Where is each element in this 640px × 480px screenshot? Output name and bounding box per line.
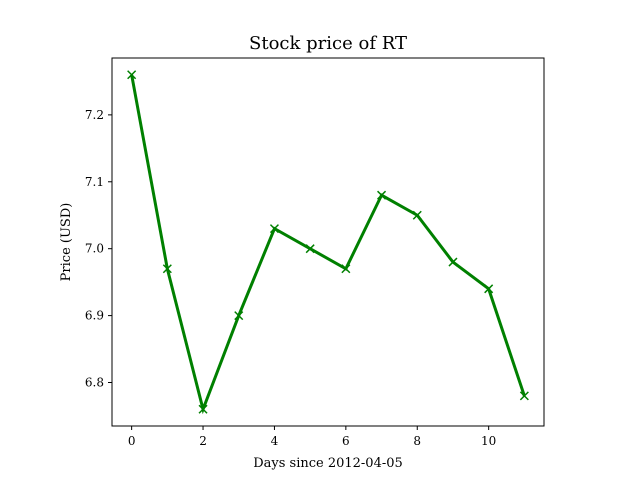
plot-frame xyxy=(111,57,545,427)
y-tick-label: 7.0 xyxy=(85,242,104,256)
data-point-marker xyxy=(341,264,351,274)
y-tick-label: 7.1 xyxy=(85,175,104,189)
data-point-marker xyxy=(305,244,315,254)
data-point-marker xyxy=(377,190,387,200)
series-line xyxy=(130,74,526,415)
y-axis: 6.8 6.9 7.0 7.1 7.2 xyxy=(85,108,112,390)
chart-title: Stock price of RT xyxy=(249,33,407,54)
data-point-marker xyxy=(234,311,244,321)
data-point-marker xyxy=(412,210,422,220)
data-point-marker xyxy=(198,404,208,414)
data-point-marker xyxy=(448,257,458,267)
y-tick-label: 7.2 xyxy=(85,108,104,122)
data-point-marker xyxy=(162,264,172,274)
y-tick-label: 6.9 xyxy=(85,309,104,323)
x-tick-label: 0 xyxy=(128,434,136,448)
x-axis-label: Days since 2012-04-05 xyxy=(253,456,403,471)
data-point-marker xyxy=(269,224,279,234)
x-tick-label: 8 xyxy=(413,434,421,448)
x-axis: 0 2 4 6 8 10 xyxy=(128,426,496,448)
plot-area xyxy=(127,70,529,415)
x-tick-label: 6 xyxy=(342,434,350,448)
x-tick-label: 10 xyxy=(481,434,496,448)
data-point-marker xyxy=(127,70,137,80)
y-axis-label: Price (USD) xyxy=(59,203,74,282)
data-point-marker xyxy=(484,284,494,294)
y-tick-label: 6.8 xyxy=(85,376,104,390)
data-point-marker xyxy=(519,391,529,401)
x-tick-label: 2 xyxy=(199,434,207,448)
x-tick-label: 4 xyxy=(271,434,279,448)
